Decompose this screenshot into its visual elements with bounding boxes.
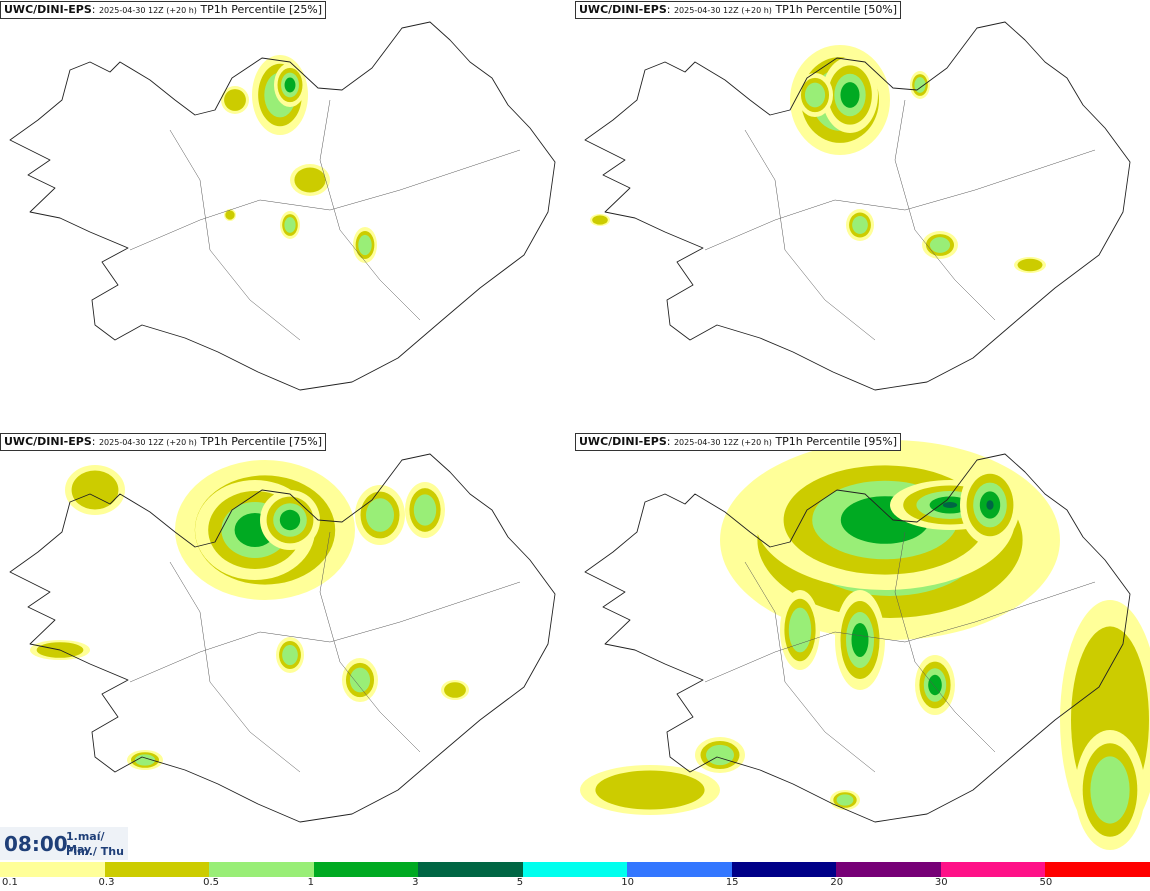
boundary-line xyxy=(894,99,996,321)
precip-area xyxy=(224,89,246,111)
precip-area xyxy=(595,770,705,810)
boundary-line xyxy=(894,531,996,753)
precip-area xyxy=(851,623,869,657)
precip-area xyxy=(1017,258,1043,272)
map-panel-p75: UWC/DINI-EPS: 2025-04-30 12Z (+20 h) TP1… xyxy=(0,432,575,862)
boundary-line xyxy=(744,129,876,341)
colorbar-swatch xyxy=(209,862,314,877)
precip-area xyxy=(366,498,394,532)
colorbar-label: 0.5 xyxy=(203,877,219,888)
colorbar-label: 10 xyxy=(621,877,634,888)
coastline xyxy=(9,21,556,391)
colorbar-label: 3 xyxy=(412,877,419,888)
coastline xyxy=(584,453,1131,823)
colorbar-label: 5 xyxy=(516,877,524,888)
boundary-line xyxy=(169,129,301,341)
precip-map-p95 xyxy=(580,440,1150,850)
precip-area xyxy=(928,674,942,696)
precip-area xyxy=(986,500,994,510)
precip-map-p25 xyxy=(9,21,556,391)
boundary-line xyxy=(319,99,421,321)
precip-area xyxy=(836,794,854,806)
precip-area xyxy=(942,502,958,508)
precip-area xyxy=(349,667,371,693)
colorbar-swatch xyxy=(836,862,941,877)
colorbar-label: 15 xyxy=(725,877,739,888)
precip-area xyxy=(225,210,235,220)
colorbar-label: 1 xyxy=(307,877,314,888)
boundary-line xyxy=(129,581,521,683)
boundary-line xyxy=(319,531,421,753)
panel-title: UWC/DINI-EPS: 2025-04-30 12Z (+20 h) TP1… xyxy=(575,1,902,19)
colorbar-swatch xyxy=(1045,862,1150,877)
colorbar-label: 30 xyxy=(934,877,948,888)
colorbar-swatch xyxy=(313,862,419,877)
precip-area xyxy=(706,744,734,766)
precip-area xyxy=(914,77,926,93)
valid-weekday: Fim./ Thu xyxy=(66,845,124,858)
precip-area xyxy=(788,607,812,653)
colorbar-swatch xyxy=(940,862,1046,877)
panel-title: UWC/DINI-EPS: 2025-04-30 12Z (+20 h) TP1… xyxy=(575,433,902,451)
colorbar xyxy=(0,862,1150,877)
boundary-line xyxy=(704,581,1096,683)
precip-area xyxy=(444,682,466,698)
panel-title: UWC/DINI-EPS: 2025-04-30 12Z (+20 h) TP1… xyxy=(0,433,327,451)
map-panel-p25: UWC/DINI-EPS: 2025-04-30 12Z (+20 h) TP1… xyxy=(0,0,575,430)
precip-map-p75 xyxy=(9,453,556,823)
valid-hour: 08:00 xyxy=(4,832,68,856)
precip-area xyxy=(284,217,296,233)
map-panel-p95: UWC/DINI-EPS: 2025-04-30 12Z (+20 h) TP1… xyxy=(575,432,1150,862)
panel-title: UWC/DINI-EPS: 2025-04-30 12Z (+20 h) TP1… xyxy=(0,1,327,19)
boundary-line xyxy=(129,149,521,251)
precip-area xyxy=(929,237,951,253)
colorbar-label: 50 xyxy=(1039,877,1053,888)
precip-area xyxy=(134,754,156,766)
valid-date: 1.maí/ May xyxy=(66,830,105,856)
coastline xyxy=(9,453,556,823)
precip-area xyxy=(279,509,301,531)
colorbar-swatch xyxy=(627,862,732,877)
precip-area xyxy=(294,167,326,193)
precip-area xyxy=(282,644,298,666)
precip-area xyxy=(840,82,860,108)
coastline xyxy=(584,21,1131,391)
colorbar-swatch xyxy=(522,862,628,877)
map-panel-p50: UWC/DINI-EPS: 2025-04-30 12Z (+20 h) TP1… xyxy=(575,0,1150,430)
valid-time-box: 08:00 1.maí/ May Fim./ Thu xyxy=(0,827,128,860)
precip-area xyxy=(413,494,437,526)
colorbar-label: 20 xyxy=(830,877,844,888)
precip-area xyxy=(804,82,826,108)
boundary-line xyxy=(704,149,1096,251)
colorbar-labels: 0.1 0.3 0.5 1 3 5 10 15 20 30 50 xyxy=(0,877,1150,891)
boundary-line xyxy=(744,561,876,773)
precip-area xyxy=(71,470,119,510)
boundary-line xyxy=(169,561,301,773)
precip-area xyxy=(1090,756,1130,824)
colorbar-swatch xyxy=(0,862,105,877)
precip-area xyxy=(592,215,608,225)
colorbar-swatch xyxy=(104,862,210,877)
precip-map-p50 xyxy=(584,21,1131,391)
colorbar-label: 0.3 xyxy=(98,877,115,888)
colorbar-label: 0.1 xyxy=(2,877,18,888)
colorbar-swatch xyxy=(418,862,523,877)
precip-area xyxy=(358,234,372,256)
precip-area xyxy=(284,77,296,93)
colorbar-swatch xyxy=(731,862,837,877)
precip-area xyxy=(852,216,868,234)
